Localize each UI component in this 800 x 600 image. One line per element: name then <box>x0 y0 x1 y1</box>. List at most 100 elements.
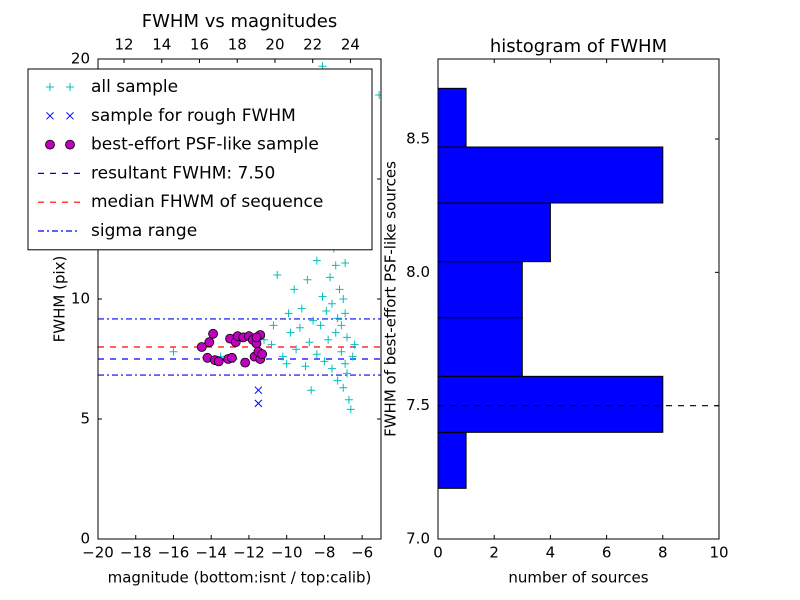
point <box>251 332 262 343</box>
point <box>309 316 318 325</box>
point <box>169 347 178 356</box>
point <box>339 383 348 392</box>
y-axis-label: FWHM of best-effort PSF-like sources <box>382 161 400 437</box>
point <box>327 364 336 373</box>
point <box>343 369 352 378</box>
y-tick-label: 10 <box>71 290 90 308</box>
bar <box>438 87 467 148</box>
point <box>213 356 224 367</box>
point <box>286 328 295 337</box>
point <box>307 386 316 395</box>
legend-label: best-effort PSF-like sample <box>91 135 319 155</box>
point <box>341 359 350 368</box>
point <box>337 321 346 330</box>
point <box>322 307 331 315</box>
y-tick-label: 20 <box>71 50 90 68</box>
point <box>335 285 344 294</box>
point <box>278 352 287 361</box>
point <box>337 347 346 356</box>
x2-tick-label: 22 <box>303 36 322 54</box>
point <box>292 345 301 354</box>
x-tick-label: −20 <box>82 544 114 562</box>
y-tick-label: 8.0 <box>406 263 430 281</box>
point <box>320 357 329 366</box>
x-tick-label: −8 <box>313 544 335 562</box>
axes-frame <box>437 58 720 540</box>
x-tick-label: 0 <box>433 544 443 562</box>
point <box>339 295 348 303</box>
bar <box>438 431 467 489</box>
x-tick-label: 6 <box>602 544 612 562</box>
point <box>312 350 321 359</box>
point <box>254 386 263 395</box>
legend-marker <box>45 139 55 150</box>
legend-box <box>27 68 373 251</box>
point <box>344 395 353 404</box>
point <box>284 309 293 318</box>
x2-tick-label: 16 <box>190 36 209 54</box>
point <box>208 328 218 339</box>
point <box>333 376 342 385</box>
point <box>341 259 350 267</box>
point <box>341 309 350 318</box>
x2-tick-label: 20 <box>265 36 284 54</box>
chart-title: FWHM vs magnitudes <box>142 11 337 32</box>
legend-label: median FHWM of sequence <box>91 192 323 212</box>
point <box>331 328 340 337</box>
legend-marker <box>46 111 54 120</box>
point <box>331 261 340 270</box>
point <box>327 299 336 308</box>
x-tick-label: −12 <box>233 544 265 562</box>
point <box>375 91 381 99</box>
legend-label: all sample <box>91 77 178 97</box>
axes-frame <box>97 58 382 540</box>
point <box>295 323 304 332</box>
bar <box>438 375 664 433</box>
bar <box>438 202 551 263</box>
point <box>305 338 314 347</box>
point <box>333 314 342 323</box>
point <box>257 349 268 360</box>
point <box>348 352 357 361</box>
point <box>273 271 282 279</box>
chart-title: histogram of FWHM <box>490 36 667 57</box>
x-tick-label: 10 <box>709 544 728 562</box>
point <box>204 337 215 348</box>
bar <box>438 317 523 377</box>
x-axis-label: number of sources <box>508 569 648 587</box>
legend-label: sample for rough FWHM <box>91 106 296 126</box>
point <box>267 340 276 349</box>
x-tick-label: −14 <box>195 544 227 562</box>
y-tick-label: 8.5 <box>406 130 430 148</box>
point <box>318 292 327 301</box>
point <box>240 357 251 368</box>
legend-label: resultant FWHM: 7.50 <box>91 163 275 183</box>
point <box>316 321 325 330</box>
point <box>303 275 312 284</box>
x-tick-label: −6 <box>351 544 373 562</box>
point <box>312 256 321 265</box>
point <box>196 342 207 352</box>
y-tick-label: 5 <box>80 410 90 428</box>
point <box>282 359 291 368</box>
point <box>290 285 299 294</box>
point <box>301 362 310 371</box>
x-tick-label: −16 <box>158 544 190 562</box>
legend-marker <box>66 83 74 91</box>
x-tick-label: 2 <box>489 544 499 562</box>
y-tick-label: 7.0 <box>406 530 430 548</box>
y-axis-label: FWHM (pix) <box>51 256 69 343</box>
x-tick-label: −18 <box>120 544 152 562</box>
y-tick-label: 0 <box>80 530 90 548</box>
x2-tick-label: 14 <box>152 36 171 54</box>
legend-marker <box>46 83 54 91</box>
x-tick-label: −10 <box>271 544 303 562</box>
legend-marker <box>66 111 74 120</box>
bar <box>438 146 664 204</box>
point <box>350 340 359 349</box>
point <box>326 273 335 282</box>
point <box>254 399 263 408</box>
x2-tick-label: 12 <box>114 36 133 54</box>
point <box>227 352 237 363</box>
x-tick-label: 8 <box>658 544 668 562</box>
